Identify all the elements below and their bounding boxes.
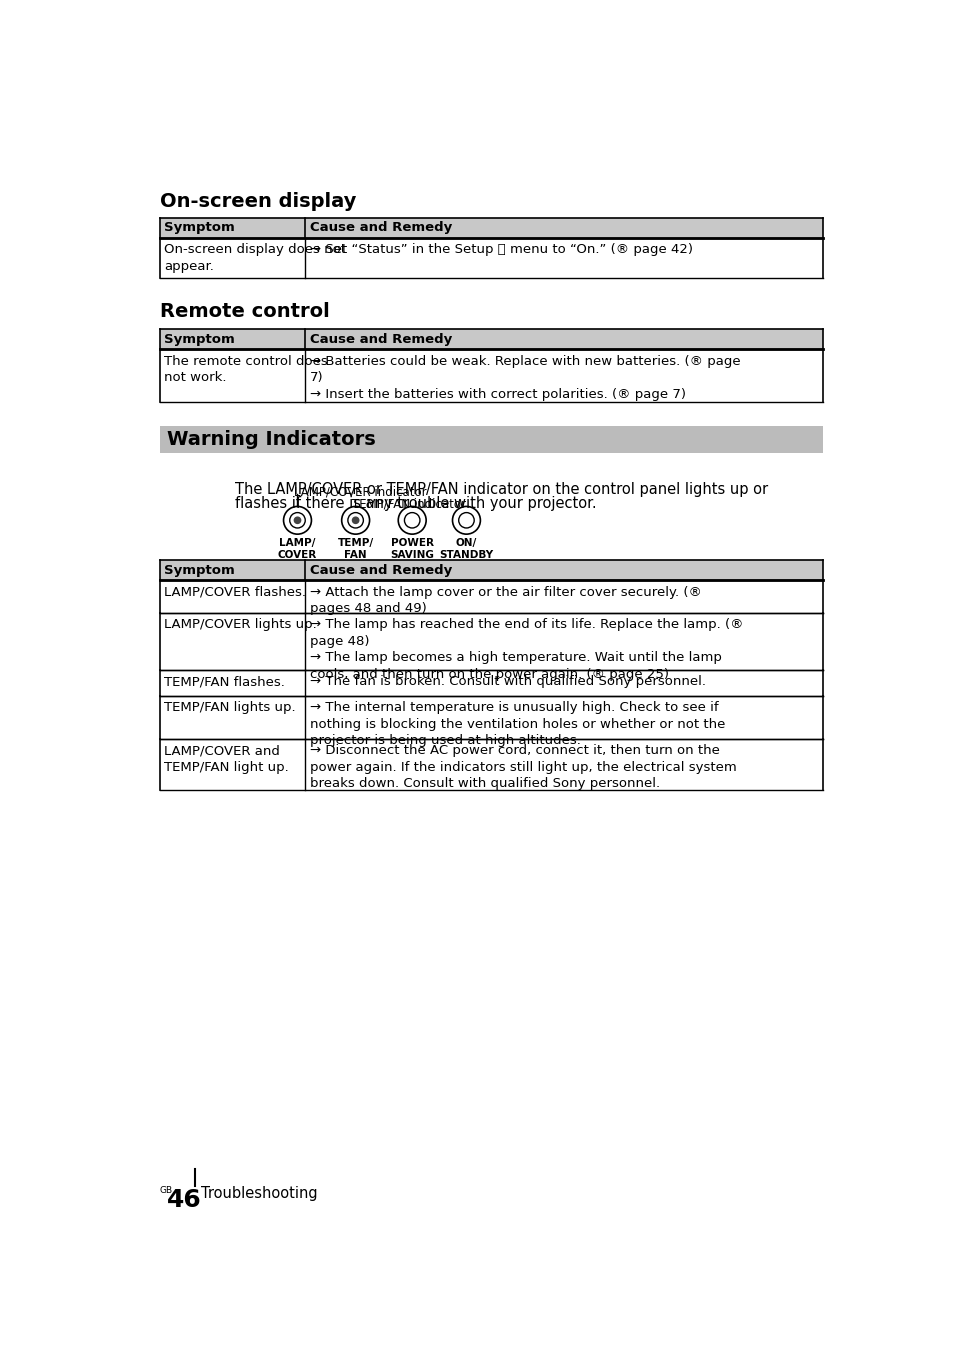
Text: → The lamp has reached the end of its life. Replace the lamp. (®
page 48)
→ The : → The lamp has reached the end of its li… [310,618,742,680]
Text: LAMP/COVER and
TEMP/FAN light up.: LAMP/COVER and TEMP/FAN light up. [164,745,289,773]
Text: Symptom: Symptom [164,333,234,346]
Text: On-screen display: On-screen display [159,192,355,211]
Text: LAMP/COVER indicator: LAMP/COVER indicator [294,485,426,499]
Text: Cause and Remedy: Cause and Remedy [310,333,452,346]
Text: → Disconnect the AC power cord, connect it, then turn on the
power again. If the: → Disconnect the AC power cord, connect … [310,745,736,791]
Circle shape [294,516,301,525]
Text: TEMP/FAN lights up.: TEMP/FAN lights up. [164,702,295,714]
Bar [159,218,822,238]
Text: ON/
STANDBY: ON/ STANDBY [439,538,493,560]
Text: POWER
SAVING: POWER SAVING [390,538,434,560]
Text: LAMP/COVER flashes.: LAMP/COVER flashes. [164,585,306,599]
Text: Cause and Remedy: Cause and Remedy [310,564,452,577]
Text: On-screen display does not
appear.: On-screen display does not appear. [164,243,346,273]
Text: GB: GB [159,1186,172,1195]
Text: → Batteries could be weak. Replace with new batteries. (® page
7)
→ Insert the b: → Batteries could be weak. Replace with … [310,354,740,400]
Text: LAMP/
COVER: LAMP/ COVER [277,538,316,560]
Text: flashes if there is any trouble with your projector.: flashes if there is any trouble with you… [235,496,597,511]
Text: Warning Indicators: Warning Indicators [167,430,375,449]
Text: Troubleshooting: Troubleshooting [201,1186,317,1202]
Text: TEMP/FAN indicator: TEMP/FAN indicator [352,498,465,510]
Text: → The fan is broken. Consult with qualified Sony personnel.: → The fan is broken. Consult with qualif… [310,675,705,688]
Text: TEMP/FAN flashes.: TEMP/FAN flashes. [164,675,285,688]
Bar [159,330,822,349]
Text: TEMP/
FAN: TEMP/ FAN [337,538,374,560]
Text: Remote control: Remote control [159,303,329,322]
Text: → The internal temperature is unusually high. Check to see if
nothing is blockin: → The internal temperature is unusually … [310,702,724,748]
Text: Symptom: Symptom [164,564,234,577]
Text: LAMP/COVER lights up.: LAMP/COVER lights up. [164,618,316,631]
Text: The remote control does
not work.: The remote control does not work. [164,354,328,384]
Bar [159,426,822,453]
Text: Cause and Remedy: Cause and Remedy [310,222,452,234]
Text: The LAMP/COVER or TEMP/FAN indicator on the control panel lights up or: The LAMP/COVER or TEMP/FAN indicator on … [235,481,768,496]
Bar [159,560,822,580]
Circle shape [352,516,359,525]
Text: → Attach the lamp cover or the air filter cover securely. (®
pages 48 and 49): → Attach the lamp cover or the air filte… [310,585,701,615]
Text: Symptom: Symptom [164,222,234,234]
Text: 46: 46 [167,1188,202,1211]
Text: → Set “Status” in the Setup 🖶 menu to “On.” (® page 42): → Set “Status” in the Setup 🖶 menu to “O… [310,243,692,256]
